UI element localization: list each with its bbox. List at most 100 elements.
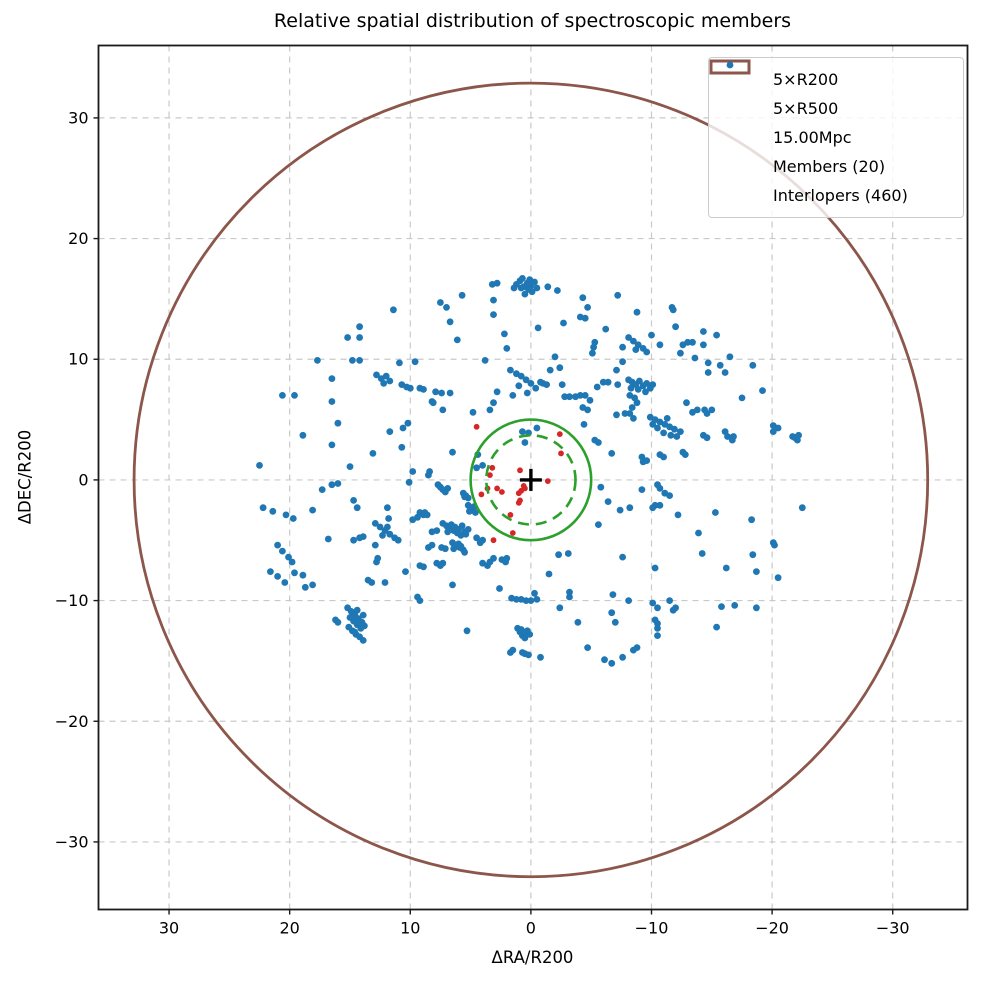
interloper-point	[703, 410, 711, 417]
interloper-point	[490, 554, 497, 562]
interloper-point	[595, 439, 602, 446]
interloper-point	[654, 632, 661, 639]
member-point	[489, 464, 496, 471]
interloper-point	[429, 399, 437, 407]
interloper-point	[576, 313, 584, 321]
interloper-point	[669, 606, 677, 614]
interloper-point	[346, 463, 354, 470]
y-tick-label: 10	[68, 350, 88, 369]
interloper-point	[386, 530, 394, 538]
interloper-point	[691, 354, 699, 362]
interloper-point	[556, 364, 564, 372]
interloper-point	[259, 504, 267, 512]
interloper-point	[285, 553, 292, 561]
interloper-point	[369, 450, 377, 457]
interloper-point	[560, 319, 567, 327]
interloper-point	[356, 534, 363, 542]
interloper-point	[633, 308, 641, 316]
interloper-point	[602, 325, 610, 333]
interlopers-points	[256, 275, 806, 667]
interloper-point	[309, 506, 316, 514]
interloper-point	[517, 284, 525, 292]
interloper-point	[590, 343, 597, 351]
interloper-point	[481, 357, 489, 364]
interloper-point	[556, 604, 564, 612]
interloper-point	[432, 388, 439, 396]
interloper-point	[402, 568, 409, 575]
interloper-point	[581, 392, 589, 399]
interloper-point	[625, 334, 632, 341]
interloper-point	[726, 353, 734, 361]
interloper-point	[517, 626, 525, 633]
interloper-point	[314, 357, 321, 364]
interloper-point	[674, 511, 682, 519]
interloper-point	[648, 331, 655, 339]
interloper-point	[630, 646, 637, 654]
interloper-point	[630, 337, 637, 345]
interloper-point	[466, 507, 473, 515]
interloper-point	[636, 377, 643, 385]
interloper-point	[386, 428, 394, 435]
interloper-point	[444, 485, 452, 492]
interloper-point	[334, 480, 342, 487]
interloper-point	[328, 398, 336, 405]
interloper-point	[718, 603, 725, 610]
interloper-point	[586, 396, 594, 404]
interloper-point	[656, 485, 664, 492]
interloper-point	[546, 366, 554, 374]
interloper-point	[420, 386, 427, 393]
interloper-point	[632, 346, 640, 353]
legend-entry-4: Interlopers (460)	[717, 61, 953, 210]
15-00mpc-circle	[132, 81, 930, 879]
legend-entry-0: 5×R200	[709, 59, 953, 94]
member-point	[507, 512, 514, 518]
legend-label: 5×R500	[773, 99, 839, 118]
member-point	[478, 491, 485, 498]
y-tick-label: −10	[55, 591, 89, 610]
interloper-point	[677, 349, 684, 357]
interloper-point	[584, 304, 591, 311]
interloper-point	[291, 569, 298, 577]
interloper-point	[381, 579, 389, 586]
interloper-point	[394, 536, 402, 544]
x-tick-label: 30	[159, 919, 179, 938]
interloper-point	[281, 579, 289, 586]
interloper-point	[593, 383, 601, 391]
interloper-point	[528, 288, 536, 296]
interloper-point	[689, 338, 696, 346]
interloper-point	[509, 646, 517, 654]
interloper-point	[672, 323, 679, 331]
interloper-point	[628, 404, 636, 411]
x-tick-label: −10	[635, 919, 669, 938]
legend-label: Interlopers (460)	[773, 186, 908, 205]
interloper-point	[353, 606, 361, 614]
interloper-point	[712, 509, 719, 516]
interloper-point	[619, 343, 626, 351]
interloper-point	[693, 406, 701, 414]
interloper-point	[667, 431, 675, 439]
interloper-point	[345, 623, 353, 631]
interloper-point	[534, 324, 542, 332]
interloper-point	[479, 462, 486, 469]
member-point	[515, 499, 522, 506]
interloper-point	[769, 428, 777, 435]
interloper-point	[660, 453, 667, 461]
member-point	[517, 467, 523, 474]
interloper-point	[449, 448, 456, 456]
y-tick-label: −30	[55, 832, 89, 851]
interloper-point	[519, 428, 526, 435]
member-point	[487, 472, 493, 478]
interloper-point	[589, 349, 596, 357]
interloper-point	[613, 411, 620, 419]
interloper-point	[626, 410, 634, 417]
interloper-point	[703, 434, 711, 442]
interloper-point	[684, 338, 692, 346]
interloper-point	[269, 507, 277, 515]
interloper-point	[695, 529, 702, 537]
interloper-point	[405, 478, 413, 486]
interloper-point	[462, 530, 470, 538]
interloper-point	[379, 532, 386, 539]
interloper-point	[666, 492, 673, 499]
interloper-point	[663, 415, 671, 422]
interloper-point	[425, 471, 432, 479]
